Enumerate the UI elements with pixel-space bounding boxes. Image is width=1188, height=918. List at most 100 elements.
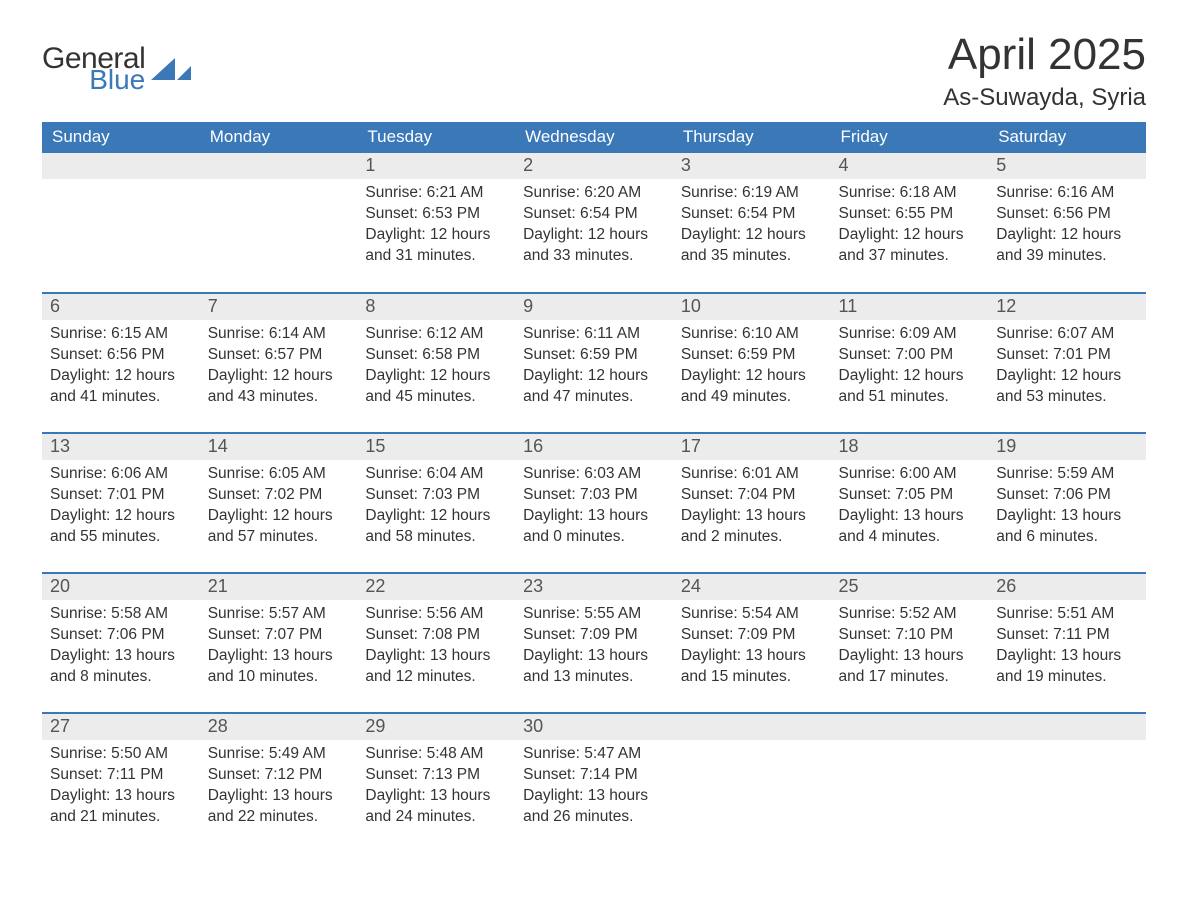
day-number: 2	[515, 153, 673, 179]
calendar-cell: 27Sunrise: 5:50 AMSunset: 7:11 PMDayligh…	[42, 713, 200, 853]
calendar-cell	[831, 713, 989, 853]
day-number: 21	[200, 574, 358, 600]
sunrise-line: Sunrise: 6:07 AM	[996, 324, 1138, 345]
daylight-line: Daylight: 13 hours and 13 minutes.	[523, 646, 665, 688]
sunrise-line: Sunrise: 6:00 AM	[839, 464, 981, 485]
daylight-line: Daylight: 13 hours and 21 minutes.	[50, 786, 192, 828]
location: As-Suwayda, Syria	[943, 84, 1146, 112]
day-number	[673, 714, 831, 740]
day-number	[988, 714, 1146, 740]
sunrise-line: Sunrise: 6:09 AM	[839, 324, 981, 345]
calendar-cell: 18Sunrise: 6:00 AMSunset: 7:05 PMDayligh…	[831, 433, 989, 573]
sunset-line: Sunset: 7:07 PM	[208, 625, 350, 646]
daylight-line: Daylight: 13 hours and 6 minutes.	[996, 506, 1138, 548]
sunset-line: Sunset: 7:00 PM	[839, 345, 981, 366]
day-number: 30	[515, 714, 673, 740]
sunset-line: Sunset: 7:03 PM	[365, 485, 507, 506]
day-number: 22	[357, 574, 515, 600]
sunset-line: Sunset: 7:11 PM	[996, 625, 1138, 646]
daylight-line: Daylight: 13 hours and 19 minutes.	[996, 646, 1138, 688]
day-number: 19	[988, 434, 1146, 460]
page-title: April 2025	[943, 30, 1146, 80]
calendar-cell: 25Sunrise: 5:52 AMSunset: 7:10 PMDayligh…	[831, 573, 989, 713]
day-body: Sunrise: 6:06 AMSunset: 7:01 PMDaylight:…	[42, 460, 200, 556]
sunrise-line: Sunrise: 6:11 AM	[523, 324, 665, 345]
calendar-cell: 30Sunrise: 5:47 AMSunset: 7:14 PMDayligh…	[515, 713, 673, 853]
day-number: 27	[42, 714, 200, 740]
daylight-line: Daylight: 13 hours and 17 minutes.	[839, 646, 981, 688]
day-body: Sunrise: 5:49 AMSunset: 7:12 PMDaylight:…	[200, 740, 358, 836]
day-body: Sunrise: 5:58 AMSunset: 7:06 PMDaylight:…	[42, 600, 200, 696]
weekday-header: Friday	[831, 122, 989, 153]
sunrise-line: Sunrise: 5:59 AM	[996, 464, 1138, 485]
logo-word2: Blue	[42, 66, 145, 94]
calendar-cell: 16Sunrise: 6:03 AMSunset: 7:03 PMDayligh…	[515, 433, 673, 573]
calendar-cell: 12Sunrise: 6:07 AMSunset: 7:01 PMDayligh…	[988, 293, 1146, 433]
daylight-line: Daylight: 13 hours and 4 minutes.	[839, 506, 981, 548]
day-body: Sunrise: 6:04 AMSunset: 7:03 PMDaylight:…	[357, 460, 515, 556]
daylight-line: Daylight: 12 hours and 37 minutes.	[839, 225, 981, 267]
sunrise-line: Sunrise: 6:10 AM	[681, 324, 823, 345]
sunrise-line: Sunrise: 6:19 AM	[681, 183, 823, 204]
day-body: Sunrise: 6:11 AMSunset: 6:59 PMDaylight:…	[515, 320, 673, 416]
weekday-header: Tuesday	[357, 122, 515, 153]
day-number	[831, 714, 989, 740]
title-block: April 2025 As-Suwayda, Syria	[943, 30, 1146, 112]
day-body: Sunrise: 6:03 AMSunset: 7:03 PMDaylight:…	[515, 460, 673, 556]
day-number: 20	[42, 574, 200, 600]
day-number: 25	[831, 574, 989, 600]
calendar-cell: 1Sunrise: 6:21 AMSunset: 6:53 PMDaylight…	[357, 153, 515, 293]
sunset-line: Sunset: 6:56 PM	[996, 204, 1138, 225]
calendar-cell: 28Sunrise: 5:49 AMSunset: 7:12 PMDayligh…	[200, 713, 358, 853]
sunrise-line: Sunrise: 5:51 AM	[996, 604, 1138, 625]
logo: General Blue	[42, 30, 193, 94]
daylight-line: Daylight: 12 hours and 33 minutes.	[523, 225, 665, 267]
weekday-header: Monday	[200, 122, 358, 153]
daylight-line: Daylight: 12 hours and 45 minutes.	[365, 366, 507, 408]
sunset-line: Sunset: 7:04 PM	[681, 485, 823, 506]
calendar-cell: 23Sunrise: 5:55 AMSunset: 7:09 PMDayligh…	[515, 573, 673, 713]
sunset-line: Sunset: 7:08 PM	[365, 625, 507, 646]
day-number: 12	[988, 294, 1146, 320]
calendar-cell	[42, 153, 200, 293]
day-body: Sunrise: 5:50 AMSunset: 7:11 PMDaylight:…	[42, 740, 200, 836]
daylight-line: Daylight: 12 hours and 39 minutes.	[996, 225, 1138, 267]
sunset-line: Sunset: 7:10 PM	[839, 625, 981, 646]
daylight-line: Daylight: 13 hours and 2 minutes.	[681, 506, 823, 548]
day-body: Sunrise: 5:56 AMSunset: 7:08 PMDaylight:…	[357, 600, 515, 696]
day-number: 4	[831, 153, 989, 179]
day-number: 23	[515, 574, 673, 600]
sunrise-line: Sunrise: 5:56 AM	[365, 604, 507, 625]
sunset-line: Sunset: 7:12 PM	[208, 765, 350, 786]
daylight-line: Daylight: 12 hours and 58 minutes.	[365, 506, 507, 548]
sunrise-line: Sunrise: 6:03 AM	[523, 464, 665, 485]
sunset-line: Sunset: 6:58 PM	[365, 345, 507, 366]
day-body: Sunrise: 6:19 AMSunset: 6:54 PMDaylight:…	[673, 179, 831, 275]
calendar-cell: 22Sunrise: 5:56 AMSunset: 7:08 PMDayligh…	[357, 573, 515, 713]
day-body: Sunrise: 5:52 AMSunset: 7:10 PMDaylight:…	[831, 600, 989, 696]
sunrise-line: Sunrise: 5:52 AM	[839, 604, 981, 625]
day-number: 28	[200, 714, 358, 740]
sunset-line: Sunset: 7:13 PM	[365, 765, 507, 786]
sunset-line: Sunset: 6:59 PM	[523, 345, 665, 366]
day-number: 3	[673, 153, 831, 179]
day-body: Sunrise: 6:12 AMSunset: 6:58 PMDaylight:…	[357, 320, 515, 416]
sunset-line: Sunset: 7:06 PM	[50, 625, 192, 646]
day-body: Sunrise: 6:05 AMSunset: 7:02 PMDaylight:…	[200, 460, 358, 556]
daylight-line: Daylight: 13 hours and 10 minutes.	[208, 646, 350, 688]
day-number: 13	[42, 434, 200, 460]
sunset-line: Sunset: 7:02 PM	[208, 485, 350, 506]
logo-text: General Blue	[42, 44, 145, 94]
daylight-line: Daylight: 13 hours and 8 minutes.	[50, 646, 192, 688]
sunset-line: Sunset: 7:14 PM	[523, 765, 665, 786]
calendar-cell: 7Sunrise: 6:14 AMSunset: 6:57 PMDaylight…	[200, 293, 358, 433]
calendar-cell: 15Sunrise: 6:04 AMSunset: 7:03 PMDayligh…	[357, 433, 515, 573]
day-body: Sunrise: 6:10 AMSunset: 6:59 PMDaylight:…	[673, 320, 831, 416]
calendar-cell	[673, 713, 831, 853]
sunrise-line: Sunrise: 6:16 AM	[996, 183, 1138, 204]
day-body: Sunrise: 6:00 AMSunset: 7:05 PMDaylight:…	[831, 460, 989, 556]
header: General Blue April 2025 As-Suwayda, Syri…	[42, 30, 1146, 112]
daylight-line: Daylight: 12 hours and 49 minutes.	[681, 366, 823, 408]
sunrise-line: Sunrise: 5:48 AM	[365, 744, 507, 765]
daylight-line: Daylight: 12 hours and 55 minutes.	[50, 506, 192, 548]
